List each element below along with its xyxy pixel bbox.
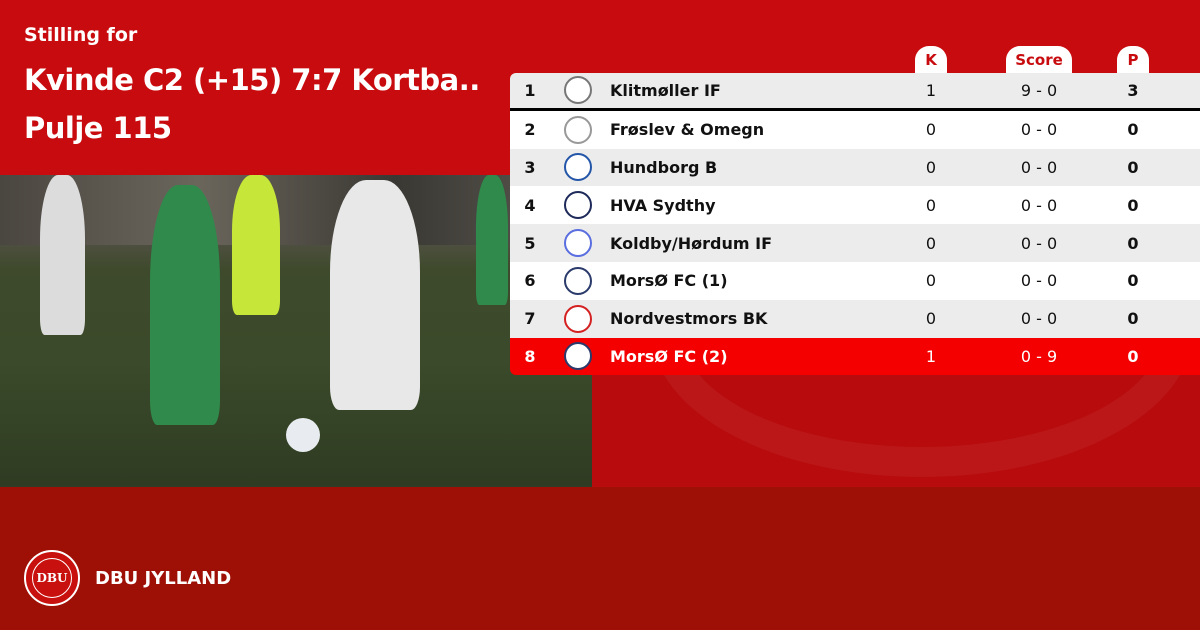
score: 0 - 0: [1020, 233, 1058, 253]
score: 0 - 0: [1020, 195, 1058, 215]
rank: 2: [524, 120, 536, 140]
team-crest-icon: [564, 342, 592, 371]
title-line-2: Pulje 115: [24, 111, 172, 145]
team-name: Koldby/Hørdum IF: [610, 233, 773, 253]
team-name: Frøslev & Omegn: [610, 120, 765, 140]
team-crest-icon: [564, 229, 592, 258]
team-crest-icon: [564, 304, 592, 333]
matches-played: 0: [925, 195, 937, 215]
matches-played: 0: [925, 309, 937, 329]
table-row[interactable]: 3 Hundborg B 0 0 - 0 0: [510, 148, 1200, 187]
footer-band: [0, 487, 1200, 630]
team-name: Nordvestmors BK: [610, 309, 768, 329]
matches-played: 0: [925, 120, 937, 140]
page-title: Kvinde C2 (+15) 7:7 Kortba.. Pulje 115: [24, 56, 480, 152]
team-name: Hundborg B: [610, 157, 718, 177]
matches-played: 0: [925, 271, 937, 291]
dbu-logo-text: DBU: [32, 558, 72, 598]
team-crest-icon: [564, 76, 592, 105]
score: 0 - 0: [1020, 120, 1058, 140]
points: 0: [1127, 195, 1139, 215]
score: 0 - 0: [1020, 157, 1058, 177]
ball: [286, 418, 320, 452]
score: 0 - 0: [1020, 309, 1058, 329]
rank: 3: [524, 157, 536, 177]
points: 3: [1127, 80, 1139, 100]
points: 0: [1127, 309, 1139, 329]
table-row[interactable]: 4 HVA Sydthy 0 0 - 0 0: [510, 186, 1200, 225]
column-header-score: Score: [1006, 46, 1072, 74]
subtitle: Stilling for: [24, 24, 138, 46]
rank: 8: [524, 346, 536, 366]
points: 0: [1127, 346, 1139, 366]
team-crest-icon: [564, 115, 592, 144]
points: 0: [1127, 271, 1139, 291]
rank: 4: [524, 195, 536, 215]
table-row[interactable]: 7 Nordvestmors BK 0 0 - 0 0: [510, 299, 1200, 338]
score: 0 - 0: [1020, 271, 1058, 291]
score: 0 - 9: [1020, 346, 1058, 366]
table-row[interactable]: 5 Koldby/Hørdum IF 0 0 - 0 0: [510, 224, 1200, 262]
team-name: MorsØ FC (1): [610, 271, 728, 291]
table-row[interactable]: 6 MorsØ FC (1) 0 0 - 0 0: [510, 261, 1200, 300]
rank: 1: [524, 80, 536, 100]
matches-played: 0: [925, 157, 937, 177]
points: 0: [1127, 157, 1139, 177]
column-header-k: K: [915, 46, 947, 74]
match-photo: [0, 175, 592, 487]
team-name: HVA Sydthy: [610, 195, 716, 215]
team-crest-icon: [564, 266, 592, 295]
matches-played: 1: [925, 346, 937, 366]
points: 0: [1127, 233, 1139, 253]
points: 0: [1127, 120, 1139, 140]
title-line-1: Kvinde C2 (+15) 7:7 Kortba..: [24, 63, 480, 97]
team-name: MorsØ FC (2): [610, 346, 728, 366]
team-crest-icon: [564, 153, 592, 182]
dbu-logo: DBU: [24, 550, 80, 606]
score: 9 - 0: [1020, 80, 1058, 100]
matches-played: 1: [925, 80, 937, 100]
table-row[interactable]: 8 MorsØ FC (2) 1 0 - 9 0: [510, 337, 1200, 376]
table-row[interactable]: 2 Frøslev & Omegn 0 0 - 0 0: [510, 110, 1200, 149]
team-name: Klitmøller IF: [610, 80, 721, 100]
rank: 6: [524, 271, 536, 291]
matches-played: 0: [925, 233, 937, 253]
table-row[interactable]: 1 Klitmøller IF 1 9 - 0 3: [510, 73, 1200, 111]
rank: 7: [524, 309, 536, 329]
column-header-p: P: [1117, 46, 1149, 74]
rank: 5: [524, 233, 536, 253]
team-crest-icon: [564, 191, 592, 220]
brand-name: DBU JYLLAND: [95, 568, 232, 589]
